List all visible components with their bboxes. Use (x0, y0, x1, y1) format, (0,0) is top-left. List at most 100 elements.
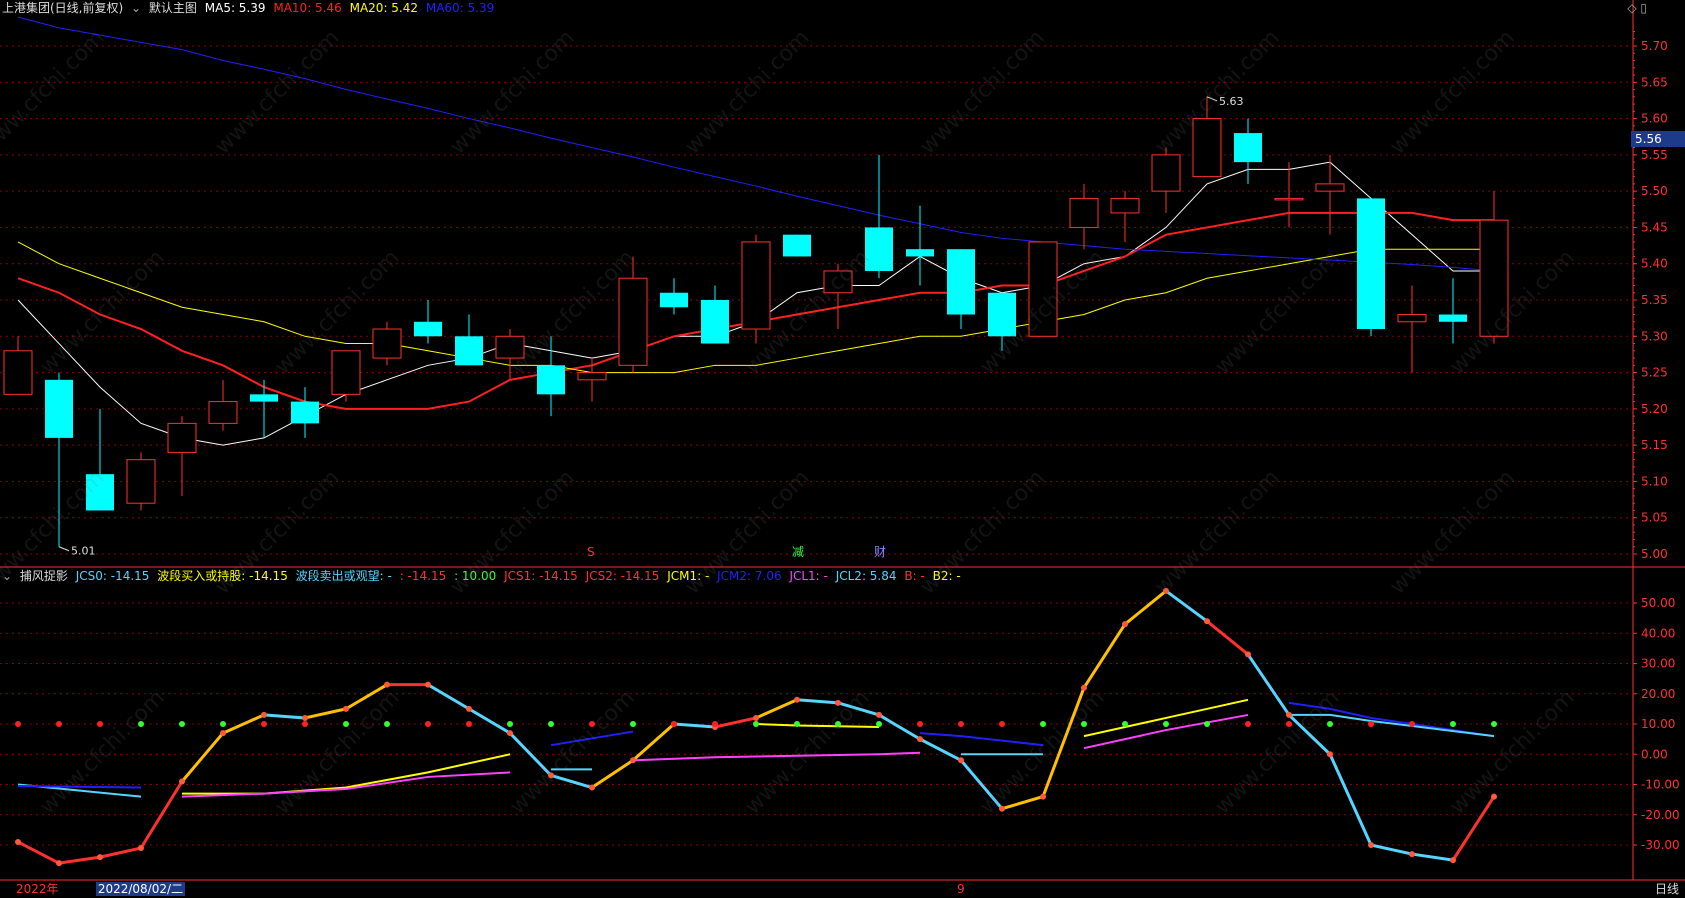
diamond-icon[interactable]: ◇ (1627, 1, 1637, 15)
oscillator-segment (468, 707, 511, 735)
candle (86, 408, 114, 511)
signal-dot (1204, 721, 1210, 727)
candle (45, 372, 73, 547)
signal-dot (425, 721, 431, 727)
candle-body (1192, 118, 1222, 178)
signal-dot (1081, 721, 1087, 727)
candle (1439, 278, 1467, 344)
candle-body (1274, 197, 1304, 201)
oscillator-point (179, 778, 185, 785)
oscillator-segment (796, 698, 839, 705)
y-tick-label: 50.00 (1641, 596, 1675, 610)
signal-dot (589, 721, 595, 727)
signal-dot (753, 721, 759, 727)
indicator-value: JCL1: - (789, 569, 828, 583)
y-tick-label: 5.50 (1641, 184, 1668, 198)
oscillator-point (630, 757, 636, 764)
signal-dot (1450, 721, 1456, 727)
oscillator-point (589, 784, 595, 791)
candle (906, 205, 934, 286)
oscillator-point (1450, 857, 1456, 864)
candle-body (1151, 154, 1181, 192)
candle-body (495, 335, 525, 359)
oscillator-segment (959, 759, 1004, 810)
indicator-line (1288, 701, 1495, 738)
candle (3, 336, 33, 395)
period-label[interactable]: 日线 (1654, 882, 1679, 896)
signal-dot (630, 721, 636, 727)
oscillator-segment (632, 722, 675, 762)
candle (1151, 147, 1181, 213)
signal-dot (302, 721, 308, 727)
ma10-label: MA10: 5.46 (273, 1, 342, 15)
signal-dot (466, 721, 472, 727)
oscillator-point (917, 736, 923, 743)
oscillator-segment (1124, 589, 1167, 626)
candle (331, 350, 361, 402)
restore-icon[interactable]: ▯ (1640, 1, 1647, 15)
candle-body (577, 372, 607, 381)
candle (455, 314, 483, 366)
indicator-value: JCM1: - (667, 569, 710, 583)
signal-dot (1368, 721, 1374, 727)
oscillator-segment (1246, 653, 1291, 716)
y-tick-label: -20.00 (1641, 808, 1680, 822)
candle-body (660, 292, 688, 308)
candle (577, 358, 607, 402)
y-tick-label: 5.35 (1641, 293, 1668, 307)
candle-body (414, 321, 442, 337)
y-tick-label: 5.45 (1641, 220, 1668, 234)
indicator-name[interactable]: 捕风捉影 (19, 569, 68, 583)
signal-dot (15, 721, 21, 727)
candle-body (331, 350, 361, 395)
year-label: 2022年 (16, 882, 59, 896)
y-tick-label: 40.00 (1641, 626, 1675, 640)
signal-dot (97, 721, 103, 727)
event-marker: 减 (792, 545, 804, 559)
oscillator-segment (17, 840, 60, 865)
oscillator-segment (878, 713, 921, 741)
oscillator-point (1491, 793, 1497, 800)
signal-dot (261, 721, 267, 727)
signal-dot (1409, 721, 1415, 727)
candle-body (372, 328, 402, 359)
signal-dot (1286, 721, 1292, 727)
candle-body (1028, 241, 1058, 337)
candle-body (947, 249, 975, 315)
candle (495, 329, 525, 380)
oscillator-point (753, 714, 759, 721)
candle (208, 379, 238, 431)
candle (865, 154, 893, 279)
layout-name[interactable]: 默认主图 (148, 1, 197, 15)
candle (250, 379, 278, 438)
signal-dot (179, 721, 185, 727)
oscillator-point (261, 711, 267, 718)
indicator-line (17, 785, 142, 789)
annotation-pointer (1206, 96, 1218, 102)
y-tick-label: 5.05 (1641, 511, 1668, 525)
candle (1069, 183, 1099, 250)
candle-body (208, 401, 238, 424)
indicator-line (632, 751, 921, 762)
oscillator-segment (508, 732, 553, 777)
oscillator-point (1081, 684, 1087, 691)
candle-body (3, 350, 33, 395)
candle (741, 234, 771, 344)
candle-body (537, 365, 565, 395)
chevron-down-icon[interactable]: ⌄ (131, 1, 142, 15)
chevron-down-icon[interactable]: ⌄ (2, 569, 13, 583)
candle (126, 452, 156, 511)
candle (1110, 191, 1140, 242)
y-tick-label: 5.30 (1641, 329, 1668, 343)
candle (701, 285, 729, 344)
oscillator-segment (1411, 852, 1454, 862)
ma-line-3 (17, 16, 1495, 272)
candle (947, 249, 975, 330)
candle-body (455, 336, 483, 366)
y-tick-label: 5.25 (1641, 366, 1668, 380)
oscillator-point (1245, 651, 1251, 658)
oscillator-segment (99, 846, 142, 859)
candle (537, 336, 565, 417)
y-tick-label: 5.00 (1641, 547, 1668, 561)
